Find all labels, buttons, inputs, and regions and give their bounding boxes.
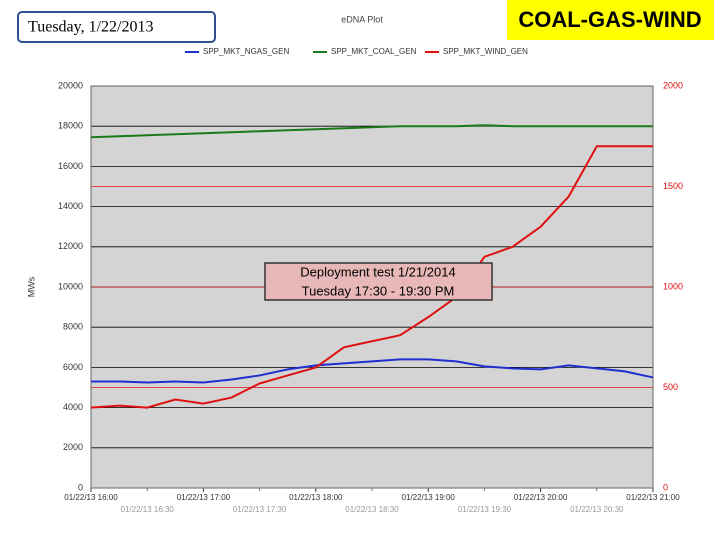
x-tick-label: 01/22/13 21:00 [626,493,680,502]
annotation-box [264,262,493,301]
y2-tick-label: 1500 [663,181,683,191]
y2-tick-label: 2000 [663,80,683,90]
x-tick-label: 01/22/13 17:00 [177,493,231,502]
banner: COAL-GAS-WIND [518,7,701,32]
y2-tick-label: 0 [663,482,668,492]
y-tick-label: 10000 [58,281,83,291]
y-tick-label: 14000 [58,201,83,211]
date-box [17,11,216,43]
annotation-line: Tuesday 17:30 - 19:30 PM [302,283,455,298]
legend-label: SPP_MKT_COAL_GEN [331,47,417,56]
plot-border [90,85,654,489]
y-tick-label: 16000 [58,161,83,171]
x-minor-tick-label: 01/22/13 19:30 [458,505,512,514]
y-tick-label: 20000 [58,80,83,90]
y-tick-label: 12000 [58,241,83,251]
y-axis-label: MWs [26,276,36,297]
legend-label: SPP_MKT_NGAS_GEN [203,47,289,56]
y-tick-label: 4000 [63,402,83,412]
y-tick-label: 6000 [63,362,83,372]
x-tick-label: 01/22/13 20:00 [514,493,568,502]
x-tick-label: 01/22/13 19:00 [402,493,456,502]
date-label: Tuesday, 1/22/2013 [28,19,154,36]
banner-box [507,0,714,40]
y-tick-label: 18000 [58,121,83,131]
x-minor-tick-label: 01/22/13 16:30 [121,505,175,514]
y-tick-label: 2000 [63,442,83,452]
x-minor-tick-label: 01/22/13 17:30 [233,505,287,514]
legend-label: SPP_MKT_WIND_GEN [443,47,528,56]
series-line [90,124,653,139]
x-tick-label: 01/22/13 18:00 [289,493,343,502]
x-minor-tick-label: 01/22/13 20:30 [570,505,624,514]
y-tick-label: 0 [78,482,83,492]
y2-tick-label: 500 [663,382,678,392]
x-tick-label: 01/22/13 16:00 [64,493,118,502]
x-minor-tick-label: 01/22/13 18:30 [345,505,399,514]
series-line [90,145,653,409]
annotation-line: Deployment test 1/21/2014 [300,264,455,279]
series-line [91,358,654,384]
chart-title: eDNA Plot [341,14,383,24]
y2-tick-label: 1000 [663,281,683,291]
y-tick-label: 8000 [63,322,83,332]
